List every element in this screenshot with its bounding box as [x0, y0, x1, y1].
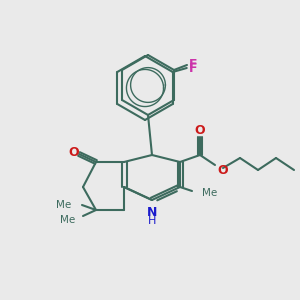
Text: O: O — [217, 164, 228, 178]
Text: Me: Me — [202, 188, 217, 198]
Text: Me: Me — [56, 200, 71, 210]
Text: Me: Me — [60, 215, 75, 225]
Text: F: F — [189, 61, 197, 74]
Text: F: F — [189, 58, 197, 70]
Text: H: H — [148, 216, 156, 226]
Text: N: N — [147, 206, 157, 219]
Text: O: O — [195, 124, 205, 136]
Text: O: O — [69, 146, 79, 158]
